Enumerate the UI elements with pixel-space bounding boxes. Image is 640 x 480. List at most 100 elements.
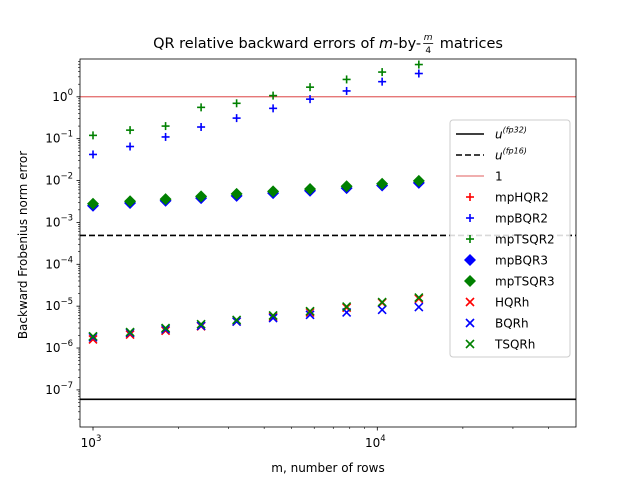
point-TSQRh-5	[268, 310, 278, 321]
point-HQRh-1	[125, 329, 135, 340]
chart-title-fraction: m 4	[423, 33, 434, 56]
legend-label-BQRh: BQRh	[495, 317, 529, 331]
point-mpTSQR3-0	[87, 197, 100, 210]
point-TSQRh-3-b	[196, 319, 206, 329]
point-BQRh-5	[268, 313, 278, 323]
point-TSQRh-1-b	[125, 327, 135, 337]
point-mpTSQR2-6	[306, 83, 315, 92]
point-mpBQR2-7	[342, 86, 351, 95]
point-HQRh-5	[268, 312, 278, 322]
point-mpTSQR3-9-shape	[412, 174, 425, 187]
legend-marker-mpTSQR3-shape	[464, 275, 476, 287]
legend: u(fp32) u(fp16) 1 mpHQR2 mpBQR2 mpTSQR2 mpBQR3…	[449, 119, 571, 358]
point-mpTSQR3-2-shape	[159, 193, 172, 206]
legend-label-0: u(fp32)	[495, 126, 527, 142]
point-BQRh-8-b	[377, 305, 387, 315]
legend-marker-mpBQR3	[464, 254, 476, 266]
axes: 103 104 10−7 10−6 10−5 10−4 10−3 10−2 10−1 100	[45, 58, 577, 450]
point-mpTSQR2-0	[89, 131, 98, 140]
y-tick-label-2: 10−5	[45, 297, 73, 313]
point-mpTSQR3-1	[124, 195, 137, 208]
plot-area	[80, 60, 576, 401]
point-mpTSQR3-5-shape	[267, 185, 280, 198]
legend-box	[449, 119, 571, 358]
point-BQRh-8	[377, 305, 387, 315]
point-TSQRh-6-b	[305, 306, 315, 316]
point-mpTSQR3-9	[412, 174, 425, 187]
point-mpTSQR3-8	[376, 177, 389, 190]
point-TSQRh-7-b	[342, 301, 352, 312]
point-TSQRh-9-b	[414, 293, 424, 303]
point-mpTSQR3-3	[195, 190, 208, 203]
point-TSQRh-8-b	[377, 297, 387, 307]
point-mpBQR2-1	[126, 142, 135, 151]
point-mpTSQR3-6-shape	[304, 182, 317, 195]
point-TSQRh-4-b	[232, 315, 242, 325]
point-TSQRh-0	[88, 331, 98, 341]
point-HQRh-0-b	[88, 334, 98, 345]
legend-label-mpBQR3: mpBQR3	[495, 254, 548, 268]
point-mpTSQR3-7	[340, 180, 353, 193]
point-mpBQR2-8	[378, 77, 387, 86]
point-HQRh-2-b	[161, 326, 171, 336]
legend-marker-mpHQR2	[466, 193, 474, 201]
point-TSQRh-2-b	[161, 323, 171, 333]
legend-marker-HQRh	[465, 297, 475, 307]
point-mpBQR2-3	[197, 123, 206, 132]
point-mpTSQR3-6	[304, 182, 317, 195]
point-HQRh-5-b	[268, 312, 278, 322]
point-TSQRh-6	[305, 306, 315, 316]
legend-marker-mpBQR3-shape	[464, 254, 476, 266]
x-tick-label-0: 103	[81, 434, 102, 450]
point-HQRh-9-b	[414, 294, 424, 304]
point-mpTSQR3-4	[230, 187, 243, 200]
legend-label-mpHQR2: mpHQR2	[495, 191, 549, 205]
axes-frame	[79, 58, 577, 428]
legend-marker-mpBQR2	[466, 214, 474, 222]
point-TSQRh-7	[342, 301, 352, 312]
point-mpTSQR2-5	[269, 91, 278, 100]
legend-label-TSQRh: TSQRh	[494, 338, 535, 352]
legend-label-HQRh: HQRh	[495, 296, 529, 310]
y-tick-label-6: 10−1	[45, 130, 73, 146]
legend-marker-TSQRh-b	[465, 339, 475, 349]
point-mpBQR2-9	[414, 69, 423, 78]
y-tick-label-5: 10−2	[45, 172, 73, 188]
legend-label-1: u(fp16)	[495, 147, 527, 163]
legend-marker-TSQRh	[465, 339, 475, 349]
y-tick-label-1: 10−6	[45, 339, 73, 355]
point-mpTSQR3-1-shape	[124, 195, 137, 208]
point-mpTSQR2-9	[414, 60, 423, 69]
point-TSQRh-8	[377, 297, 387, 307]
y-tick-label-4: 10−3	[45, 213, 73, 229]
point-TSQRh-0-b	[88, 331, 98, 341]
legend-marker-mpTSQR2	[466, 235, 474, 243]
point-mpBQR2-0	[89, 150, 98, 159]
point-BQRh-2	[161, 324, 171, 334]
point-BQRh-9	[414, 302, 424, 312]
y-tick-label-0: 10−7	[45, 381, 73, 397]
point-mpTSQR3-0-shape	[87, 197, 100, 210]
point-BQRh-4-b	[232, 316, 242, 327]
legend-label-mpTSQR3: mpTSQR3	[495, 275, 555, 289]
legend-marker-HQRh-b	[465, 297, 475, 307]
title-fraction-denominator: 4	[425, 46, 431, 56]
point-HQRh-0	[88, 334, 98, 345]
point-mpBQR2-2	[161, 132, 170, 141]
point-mpBQR2-6	[306, 95, 315, 104]
point-TSQRh-5-b	[268, 310, 278, 321]
point-BQRh-6	[305, 310, 315, 320]
point-HQRh-6-b	[305, 307, 315, 317]
point-HQRh-1-b	[125, 329, 135, 340]
point-mpTSQR2-2	[161, 122, 170, 131]
x-tick-label-1: 104	[365, 434, 386, 450]
point-BQRh-3-b	[196, 321, 206, 331]
point-TSQRh-3	[196, 319, 206, 329]
legend-marker-mpTSQR3	[464, 275, 476, 287]
legend-label-2: 1	[495, 170, 503, 184]
legend-label-mpTSQR2: mpTSQR2	[495, 233, 555, 247]
point-mpTSQR3-4-shape	[230, 187, 243, 200]
point-mpTSQR2-8	[378, 68, 387, 77]
point-mpBQR2-5	[269, 104, 278, 113]
